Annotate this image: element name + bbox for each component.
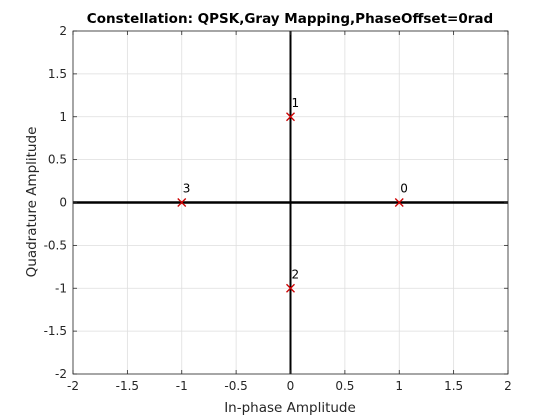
y-tick-label: -1.5 [44,324,67,338]
x-tick-label: 2 [504,379,512,393]
x-marker-stroke [394,198,404,207]
y-tick-label: 1.5 [48,67,67,81]
x-tick-label: -0.5 [224,379,247,393]
y-tick-label: 1 [59,110,67,124]
x-marker-stroke [177,198,187,207]
y-axis-ticks: -2 -1.5 -1 -0.5 0 0.5 1 1.5 2 [44,24,508,381]
point-label: 0 [400,182,408,196]
x-tick-label: 1.5 [444,379,463,393]
y-axis-label: Quadrature Amplitude [24,127,40,278]
y-tick-label: 0 [59,196,67,210]
x-tick-label: -1.5 [116,379,139,393]
point-label: 1 [292,96,300,110]
x-axis-ticks: -2 -1.5 -1 -0.5 0 0.5 1 1.5 2 [67,31,512,393]
constellation-point-0: 0 [394,182,408,207]
x-tick-label: -2 [67,379,79,393]
constellation-point-1: 1 [286,96,300,122]
x-tick-label: 0 [287,379,295,393]
y-tick-label: -1 [55,281,67,295]
chart-title: Constellation: QPSK,Gray Mapping,PhaseOf… [87,11,493,27]
constellation-point-3: 3 [177,182,191,207]
constellation-points: 0 1 2 3 [177,96,408,293]
y-tick-label: 0.5 [48,153,67,167]
x-axis-label: In-phase Amplitude [224,400,356,416]
x-tick-label: -1 [176,379,188,393]
point-label: 2 [292,267,300,281]
zero-axis-lines [73,31,508,374]
x-marker-stroke [286,112,295,122]
point-label: 3 [183,182,191,196]
x-marker-stroke [286,283,295,293]
constellation-point-2: 2 [286,267,300,293]
y-tick-label: 2 [59,24,67,38]
x-tick-label: 0.5 [335,379,354,393]
y-tick-label: -2 [55,367,67,381]
y-tick-label: -0.5 [44,238,67,252]
x-tick-label: 1 [395,379,403,393]
